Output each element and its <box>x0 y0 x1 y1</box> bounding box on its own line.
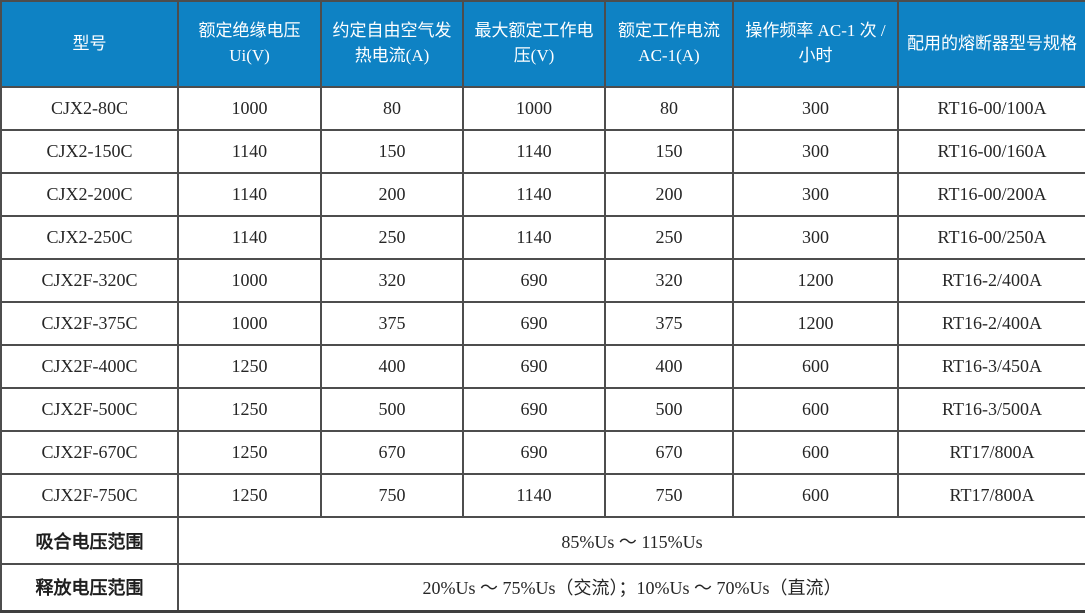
cell-value: 1250 <box>177 473 322 518</box>
table-row: CJX2F-400C 1250 400 690 400 600 RT16-3/4… <box>0 344 1085 389</box>
cell-value: 1250 <box>177 344 322 389</box>
table-row: CJX2F-750C 1250 750 1140 750 600 RT17/80… <box>0 473 1085 518</box>
cell-value: 690 <box>462 258 606 303</box>
cell-value: 400 <box>320 344 464 389</box>
cell-value: 375 <box>320 301 464 346</box>
cell-value: 250 <box>604 215 734 260</box>
column-header-operating-frequency: 操作频率 AC-1 次 / 小时 <box>732 0 899 88</box>
table-row: CJX2-150C 1140 150 1140 150 300 RT16-00/… <box>0 129 1085 174</box>
cell-model: CJX2-200C <box>0 172 179 217</box>
cell-value: 300 <box>732 129 899 174</box>
cell-value: RT16-3/450A <box>897 344 1085 389</box>
cell-value: 250 <box>320 215 464 260</box>
cell-value: 1200 <box>732 301 899 346</box>
cell-value: 690 <box>462 344 606 389</box>
table-row: CJX2F-500C 1250 500 690 500 600 RT16-3/5… <box>0 387 1085 432</box>
cell-value: 80 <box>604 86 734 131</box>
cell-value: 1140 <box>462 172 606 217</box>
cell-model: CJX2F-375C <box>0 301 179 346</box>
cell-model: CJX2-80C <box>0 86 179 131</box>
table-row: CJX2F-375C 1000 375 690 375 1200 RT16-2/… <box>0 301 1085 346</box>
cell-value: RT16-2/400A <box>897 258 1085 303</box>
table-row: CJX2-80C 1000 80 1000 80 300 RT16-00/100… <box>0 86 1085 131</box>
cell-value: 300 <box>732 86 899 131</box>
cell-value: 500 <box>604 387 734 432</box>
cell-value: 1250 <box>177 430 322 475</box>
pickup-voltage-label: 吸合电压范围 <box>0 516 179 565</box>
cell-value: RT17/800A <box>897 430 1085 475</box>
cell-value: 670 <box>320 430 464 475</box>
release-voltage-label: 释放电压范围 <box>0 563 179 612</box>
cell-value: RT16-00/200A <box>897 172 1085 217</box>
cell-value: 1200 <box>732 258 899 303</box>
cell-value: 1250 <box>177 387 322 432</box>
cell-value: 1140 <box>177 172 322 217</box>
cell-value: 200 <box>320 172 464 217</box>
cell-value: RT16-00/250A <box>897 215 1085 260</box>
column-header-rated-insulation-voltage: 额定绝缘电压 Ui(V) <box>177 0 322 88</box>
column-header-fuse-model: 配用的熔断器型号规格 <box>897 0 1085 88</box>
cell-value: 690 <box>462 387 606 432</box>
column-header-max-rated-operating-voltage: 最大额定工作电压(V) <box>462 0 606 88</box>
cell-value: 300 <box>732 172 899 217</box>
cell-value: 1000 <box>177 86 322 131</box>
cell-value: 200 <box>604 172 734 217</box>
cell-value: RT16-00/100A <box>897 86 1085 131</box>
column-header-model: 型号 <box>0 0 179 88</box>
cell-value: 80 <box>320 86 464 131</box>
pickup-voltage-row: 吸合电压范围 85%Us ～ 115%Us <box>0 516 1085 565</box>
cell-value: 600 <box>732 473 899 518</box>
cell-model: CJX2F-670C <box>0 430 179 475</box>
cell-value: RT16-2/400A <box>897 301 1085 346</box>
cell-value: 690 <box>462 301 606 346</box>
cell-value: RT16-00/160A <box>897 129 1085 174</box>
column-header-rated-operating-current: 额定工作电流 AC-1(A) <box>604 0 734 88</box>
cell-value: 375 <box>604 301 734 346</box>
cell-value: 690 <box>462 430 606 475</box>
cell-value: 1140 <box>177 215 322 260</box>
release-voltage-value: 20%Us ～ 75%Us（交流）；10%Us ～ 70%Us（直流） <box>177 563 1085 612</box>
cell-model: CJX2F-320C <box>0 258 179 303</box>
cell-model: CJX2-250C <box>0 215 179 260</box>
cell-value: 300 <box>732 215 899 260</box>
header-row: 型号 额定绝缘电压 Ui(V) 约定自由空气发热电流(A) 最大额定工作电压(V… <box>0 0 1085 88</box>
cell-value: 750 <box>320 473 464 518</box>
cell-value: RT17/800A <box>897 473 1085 518</box>
cell-value: 1140 <box>177 129 322 174</box>
cell-value: 1000 <box>462 86 606 131</box>
cell-value: 320 <box>604 258 734 303</box>
cell-value: 600 <box>732 344 899 389</box>
cell-model: CJX2F-750C <box>0 473 179 518</box>
table-row: CJX2F-670C 1250 670 690 670 600 RT17/800… <box>0 430 1085 475</box>
cell-value: RT16-3/500A <box>897 387 1085 432</box>
cell-value: 1000 <box>177 258 322 303</box>
column-header-conventional-free-air-thermal-current: 约定自由空气发热电流(A) <box>320 0 464 88</box>
table-row: CJX2-250C 1140 250 1140 250 300 RT16-00/… <box>0 215 1085 260</box>
cell-value: 670 <box>604 430 734 475</box>
release-voltage-row: 释放电压范围 20%Us ～ 75%Us（交流）；10%Us ～ 70%Us（直… <box>0 563 1085 612</box>
cell-value: 150 <box>320 129 464 174</box>
cell-value: 1140 <box>462 473 606 518</box>
pickup-voltage-value: 85%Us ～ 115%Us <box>177 516 1085 565</box>
cell-value: 320 <box>320 258 464 303</box>
cell-value: 1000 <box>177 301 322 346</box>
cell-model: CJX2F-400C <box>0 344 179 389</box>
table-row: CJX2-200C 1140 200 1140 200 300 RT16-00/… <box>0 172 1085 217</box>
cell-value: 750 <box>604 473 734 518</box>
cell-value: 1140 <box>462 129 606 174</box>
cell-value: 600 <box>732 430 899 475</box>
cell-model: CJX2-150C <box>0 129 179 174</box>
table-row: CJX2F-320C 1000 320 690 320 1200 RT16-2/… <box>0 258 1085 303</box>
cell-value: 600 <box>732 387 899 432</box>
cell-value: 1140 <box>462 215 606 260</box>
cell-value: 150 <box>604 129 734 174</box>
cell-value: 500 <box>320 387 464 432</box>
cell-model: CJX2F-500C <box>0 387 179 432</box>
cell-value: 400 <box>604 344 734 389</box>
